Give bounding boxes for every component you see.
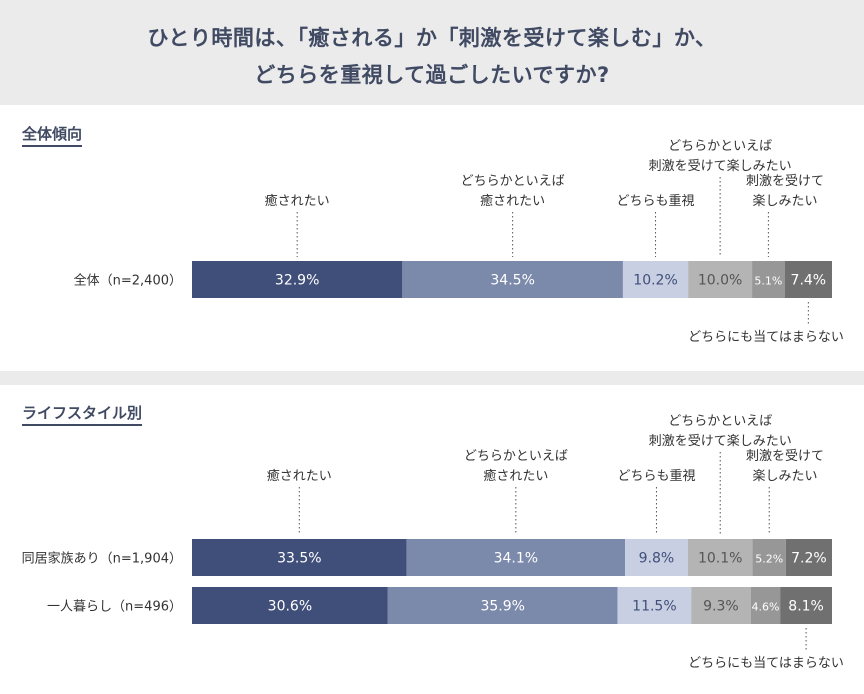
category-label: 刺激を受けて楽しみたい [649,158,792,174]
bar-segment [625,539,688,576]
category-label: 刺激を受けて [746,174,824,189]
data-label: 5.1% [754,275,782,288]
section-divider [0,371,864,385]
data-label: 9.3% [703,599,739,615]
chart-title-line-2: どちらを重視して過ごしたいですか? [254,63,610,87]
category-label: どちらかといえば [461,174,565,189]
data-label: 10.2% [633,273,677,289]
data-label: 34.5% [490,273,534,289]
bar-segment [192,587,388,624]
data-label: 4.6% [751,601,779,614]
data-label: 34.1% [494,551,538,567]
section-label-lifestyle: ライフスタイル別 [22,405,143,426]
data-label: 10.0% [698,273,742,289]
category-label: 癒されたい [483,468,548,484]
bar-segment [785,539,832,576]
category-label: 癒されたい [480,193,545,209]
bar-segment [752,261,785,298]
section-label-overall: 全体傾向 [22,126,83,147]
category-label: 刺激を受けて [746,449,824,464]
bar-segment [752,539,786,576]
bar-segment [402,261,623,298]
bar-segment [688,261,753,298]
row-label: 全体（n=2,400） [74,273,182,289]
data-label: 7.2% [791,551,827,567]
category-label: 癒されたい [267,468,332,484]
data-label: 30.6% [268,599,312,615]
category-label: どちらも重視 [617,468,695,484]
bar-segment [387,587,618,624]
category-label: どちらかといえば [464,449,568,464]
chart-title-line-1: ひとり時間は、「癒される」か「刺激を受けて楽しむ」か、 [147,26,717,50]
bar-segment [192,261,403,298]
bar-segment [406,539,626,576]
bar-segment [784,261,832,298]
data-label: 10.1% [698,551,742,567]
bar-segment [622,261,689,298]
bar-segment [780,587,832,624]
data-label: 9.8% [639,551,675,567]
bar-segment [687,539,753,576]
data-label: 33.5% [277,551,321,567]
row-label: 一人暮らし（n=496） [47,600,182,615]
category-label: 楽しみたい [752,193,817,209]
category-label: 楽しみたい [752,468,817,484]
bar-segment [617,587,692,624]
data-label: 8.1% [788,599,824,615]
data-label: 5.2% [755,553,783,566]
category-label: 癒されたい [265,193,330,209]
category-label: どちらにも当てはまらない [688,330,844,345]
data-label: 7.4% [791,273,827,289]
data-label: 11.5% [632,599,676,615]
data-label: 35.9% [480,599,524,615]
category-label: 刺激を受けて楽しみたい [649,433,792,449]
category-label: どちらかといえば [668,414,772,429]
title-banner: ひとり時間は、「癒される」か「刺激を受けて楽しむ」か、 どちらを重視して過ごした… [0,0,864,105]
category-label: どちらかといえば [668,139,772,154]
data-label: 32.9% [275,273,319,289]
bar-segment [192,539,407,576]
row-label: 同居家族あり（n=1,904） [22,551,182,567]
category-label: どちらにも当てはまらない [688,656,844,671]
bar-segment [750,587,781,624]
bar-segment [691,587,751,624]
category-label: どちらも重視 [617,193,695,209]
